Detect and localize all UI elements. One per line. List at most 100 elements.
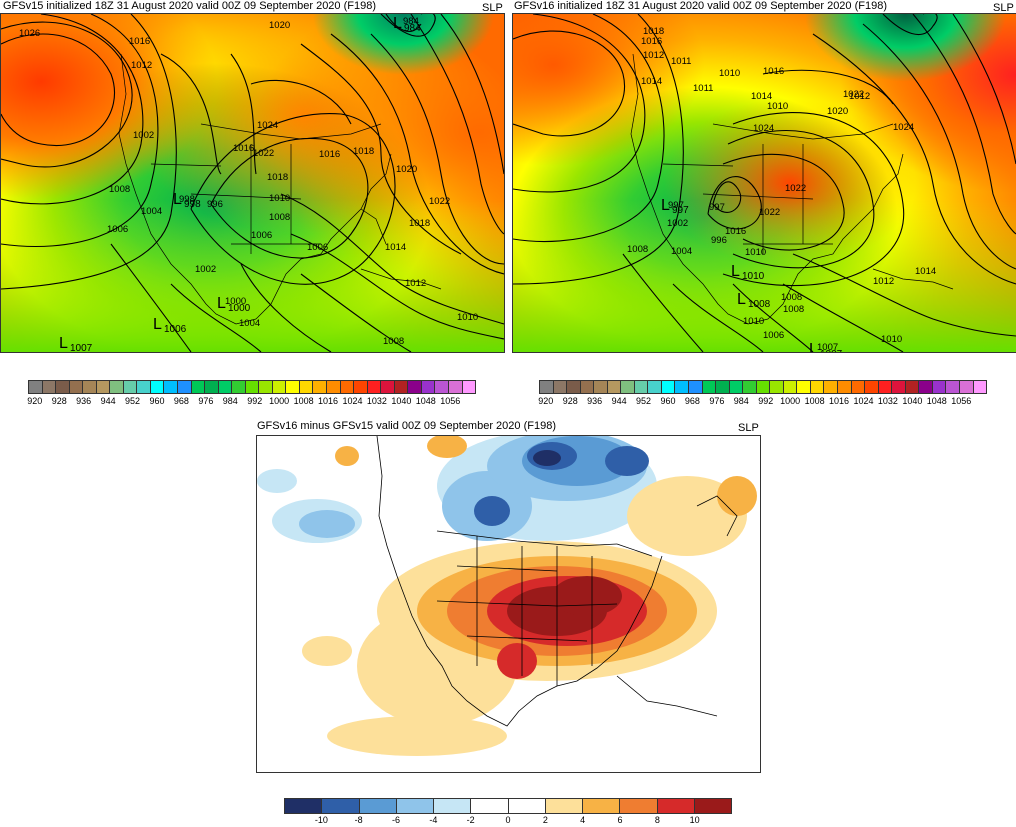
contour-label: 1012 [849, 91, 870, 102]
colorbar-tick-label: 944 [611, 396, 627, 406]
colorbar-tick-label: 960 [149, 396, 165, 406]
colorbar-swatch [313, 381, 328, 393]
colorbar-swatch [729, 381, 744, 393]
contour-label: 1011 [693, 83, 713, 94]
contour-label: 1014 [641, 76, 662, 87]
colorbar-swatch [567, 381, 581, 393]
contour-label: 998 [179, 194, 195, 205]
contour-label: 1004 [141, 206, 162, 217]
colorbar-swatch [381, 381, 395, 393]
colorbar-swatch [394, 381, 409, 393]
colorbar-tick-label: 920 [538, 396, 554, 406]
colorbar-tick-label: 1040 [391, 396, 412, 406]
contour-label: 1008 [627, 244, 648, 255]
colorbar-swatch [553, 381, 568, 393]
contour-label: 997 [668, 200, 684, 211]
field-label: SLP [738, 422, 759, 434]
low-pressure-value: 1006 [164, 324, 187, 335]
colorbar-swatch [946, 381, 960, 393]
colorbar-tick-label: 10 [689, 815, 700, 825]
colorbar-swatch [178, 381, 192, 393]
low-pressure-symbol: L [731, 263, 740, 280]
colorbar-swatch [259, 381, 273, 393]
panel-title: GFSv16 minus GFSv15 valid 00Z 09 Septemb… [257, 420, 556, 432]
colorbar-swatch [471, 799, 509, 813]
contour-label: 1010 [719, 68, 740, 79]
colorbar-swatch [675, 381, 690, 393]
colorbar-swatch [540, 381, 554, 393]
panel-title: GFSv16 initialized 18Z 31 August 2020 va… [514, 0, 888, 12]
contour-label: 1010 [269, 193, 290, 204]
low-pressure-value: 997 [672, 205, 689, 216]
colorbar-tick-label: 928 [51, 396, 67, 406]
colorbar-swatch [218, 381, 233, 393]
coastlines [630, 53, 954, 325]
contour-label: 1020 [269, 20, 290, 31]
colorbar-swatch [367, 381, 382, 393]
contour-label: 1016 [641, 36, 662, 47]
contour-label: 1012 [873, 276, 894, 287]
colorbar-tick-label: 952 [125, 396, 141, 406]
field-label: SLP [482, 2, 503, 14]
colorbar-swatch [191, 381, 206, 393]
colorbar-swatch [580, 381, 595, 393]
colorbar-tick-label: 1008 [804, 396, 825, 406]
colorbar-swatch [232, 381, 246, 393]
colorbar-tick-label: 992 [247, 396, 263, 406]
contour-label: 984 [403, 16, 419, 27]
colorbar-tick-label: 928 [562, 396, 578, 406]
isobars [513, 14, 1016, 352]
contour-label: 1014 [385, 242, 406, 253]
contour-label: 1012 [131, 60, 152, 71]
contour-label: 1016 [129, 36, 150, 47]
low-pressure-value: 984 [404, 23, 421, 34]
low-pressure-symbol: L [393, 15, 402, 32]
colorbar-tick-label: 1000 [269, 396, 290, 406]
contour-label: 1012 [405, 278, 426, 289]
negative-anomalies [257, 436, 657, 543]
colorbar-swatch [421, 381, 436, 393]
colorbar-tick-label: 1024 [853, 396, 874, 406]
contour-label: 1022 [785, 183, 806, 194]
contour-label: 1012 [643, 50, 664, 61]
colorbar-swatch [851, 381, 866, 393]
contour-label: 1006 [307, 242, 328, 253]
contour-label: 1018 [353, 146, 374, 157]
contour-label: 1002 [667, 218, 688, 229]
coastlines-borders [376, 436, 738, 727]
isobars [1, 14, 504, 352]
colorbar-tick-label: 952 [636, 396, 652, 406]
colorbar-tick-label: 2 [542, 815, 548, 825]
contour-label: 1004 [671, 246, 692, 257]
colorbar-tick-label: 4 [580, 815, 586, 825]
contour-label: 1020 [396, 164, 417, 175]
colorbar-swatch [648, 381, 662, 393]
colorbar-swatch [620, 799, 658, 813]
colorbar-swatch [272, 381, 287, 393]
low-pressure-value: 998 [184, 199, 201, 210]
colorbar-swatch [583, 799, 621, 813]
colorbar-swatch [508, 799, 546, 813]
colorbar-tick-label: 944 [100, 396, 116, 406]
colorbar-tick-label: -6 [391, 815, 401, 825]
coastlines [118, 53, 442, 325]
colorbar-swatch [797, 381, 811, 393]
contour-label: 1008 [383, 336, 404, 347]
colorbar-swatch [657, 799, 695, 813]
colorbar-swatch [354, 381, 368, 393]
colorbar-swatch [205, 381, 219, 393]
slp-map-gfsv15: 1026 1016 1012 1002 1008 1004 1006 998 996 1002 10… [0, 13, 505, 353]
colorbar-tick-label: -10 [314, 815, 328, 825]
colorbar-tick-label: 1056 [951, 396, 972, 406]
slp-difference-map [256, 435, 761, 773]
colorbar-swatch [702, 381, 717, 393]
colorbar-swatch [123, 381, 138, 393]
colorbar-swatch [594, 381, 608, 393]
field-label: SLP [993, 2, 1014, 14]
colorbar-swatch [824, 381, 839, 393]
contour-label: 1016 [319, 149, 340, 160]
contour-label: 1020 [827, 106, 848, 117]
colorbar-tick-label: -2 [466, 815, 475, 825]
colorbar-tick-label: 1032 [366, 396, 387, 406]
